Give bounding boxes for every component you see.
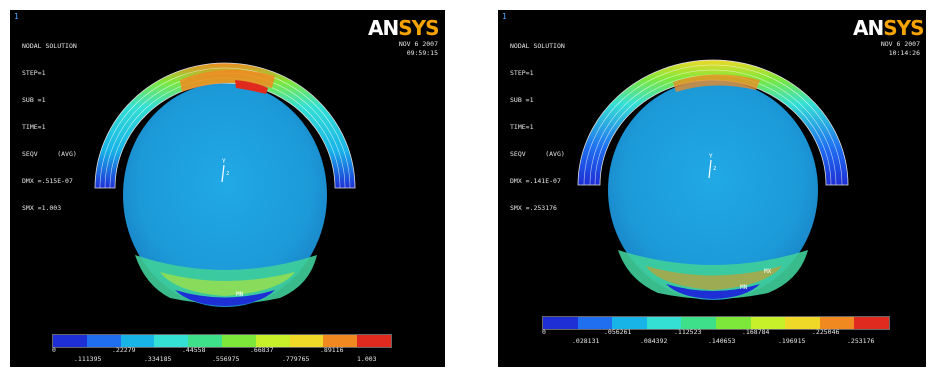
timestamp: NOV 6 2007 09:59:15 [368, 40, 438, 58]
legend-swatch [221, 335, 256, 347]
timestamp: NOV 6 2007 10:14:26 [850, 40, 920, 58]
sphere-lower-band [618, 250, 808, 299]
info-line: TIME=1 [22, 123, 46, 131]
legend-swatch [750, 317, 786, 329]
legend-tick: .334185 [144, 355, 172, 363]
shell-arc [94, 62, 356, 189]
color-legend: 0 .22279 .44558 .66837 .89116 .111395 .3… [52, 334, 392, 364]
solution-info: NODAL SOLUTION STEP=1 SUB =1 TIME=1 SEQV… [510, 24, 565, 231]
time-text: 10:14:26 [888, 49, 920, 57]
legend-tick: 0 [52, 346, 56, 354]
sphere-body [608, 80, 818, 300]
legend-tick: .196915 [778, 337, 806, 345]
contour-plot-2: Y z [577, 59, 849, 300]
legend-swatch [785, 317, 820, 329]
legend-swatch [715, 317, 751, 329]
window-number: 1 [14, 12, 19, 21]
legend-tick: 1.003 [357, 355, 377, 363]
legend-swatch [646, 317, 682, 329]
info-line: TIME=1 [510, 123, 534, 131]
legend-tick: 0 [542, 328, 546, 336]
svg-text:Y: Y [709, 153, 713, 160]
svg-text:z: z [713, 165, 717, 172]
info-line: NODAL SOLUTION [510, 42, 565, 50]
time-text: 09:59:15 [406, 49, 438, 57]
solution-info: NODAL SOLUTION STEP=1 SUB =1 TIME=1 SEQV… [22, 24, 77, 231]
legend-swatch [188, 335, 222, 347]
info-line: SMX =1.003 [22, 204, 62, 212]
legend-swatch [357, 335, 391, 347]
legend-swatch [323, 335, 358, 347]
legend-swatch [289, 335, 324, 347]
legend-swatch [86, 335, 121, 347]
info-line: SEQV (AVG) [22, 150, 77, 158]
legend-swatch [53, 335, 87, 347]
date-text: NOV 6 2007 [398, 40, 438, 48]
max-marker: MX [764, 268, 772, 275]
legend-tick: .111395 [74, 355, 102, 363]
legend-tick: .140653 [708, 337, 736, 345]
legend-swatch [543, 317, 578, 329]
ansys-result-window-2: Y z 1 NODAL SOLUTION STEP=1 SUB =1 TIME=… [498, 10, 926, 367]
svg-text:Y: Y [222, 158, 226, 165]
svg-text:z: z [226, 170, 230, 177]
legend-tick: .225046 [812, 328, 840, 336]
info-line: SUB =1 [510, 96, 534, 104]
info-line: STEP=1 [510, 69, 534, 77]
legend-swatch [819, 317, 855, 329]
legend-tick: .556975 [212, 355, 240, 363]
legend-swatch [577, 317, 613, 329]
shell-arc [577, 59, 849, 186]
legend-tick: .168784 [742, 328, 770, 336]
ansys-result-window-1: Y z 1 NODAL SOLUTION STEP=1 SUB =1 TIME=… [10, 10, 445, 367]
info-line: NODAL SOLUTION [22, 42, 77, 50]
legend-tick: .028131 [572, 337, 600, 345]
legend-swatch [612, 317, 647, 329]
legend-tick: .89116 [320, 346, 344, 354]
min-marker: MN [740, 284, 748, 291]
info-line: STEP=1 [22, 69, 46, 77]
legend-color-bar [542, 316, 890, 330]
legend-swatch [154, 335, 189, 347]
contour-plot-1: Y z [94, 62, 356, 307]
sphere-body [123, 83, 327, 307]
ansys-logo: ANSYS [853, 16, 925, 40]
legend-tick: .22279 [112, 346, 136, 354]
info-line: SUB =1 [22, 96, 46, 104]
info-line: SMX =.253176 [510, 204, 557, 212]
legend-swatch [854, 317, 889, 329]
info-line: DMX =.141E-07 [510, 177, 561, 185]
legend-color-bar [52, 334, 392, 348]
min-marker: MN [236, 291, 244, 298]
legend-tick: .66837 [250, 346, 274, 354]
legend-tick: .44558 [182, 346, 206, 354]
legend-swatch [120, 335, 155, 347]
legend-swatch [681, 317, 716, 329]
legend-tick: .084392 [640, 337, 668, 345]
info-line: DMX =.515E-07 [22, 177, 73, 185]
legend-swatch [255, 335, 290, 347]
ansys-logo: ANSYS [368, 16, 440, 40]
legend-tick: .112523 [674, 328, 702, 336]
date-text: NOV 6 2007 [880, 40, 920, 48]
legend-tick: .779765 [282, 355, 310, 363]
info-line: SEQV (AVG) [510, 150, 565, 158]
legend-tick: .056261 [604, 328, 632, 336]
legend-tick: .253176 [847, 337, 875, 345]
color-legend: 0 .056261 .112523 .168784 .225046 .02813… [542, 316, 892, 346]
window-number: 1 [502, 12, 507, 21]
